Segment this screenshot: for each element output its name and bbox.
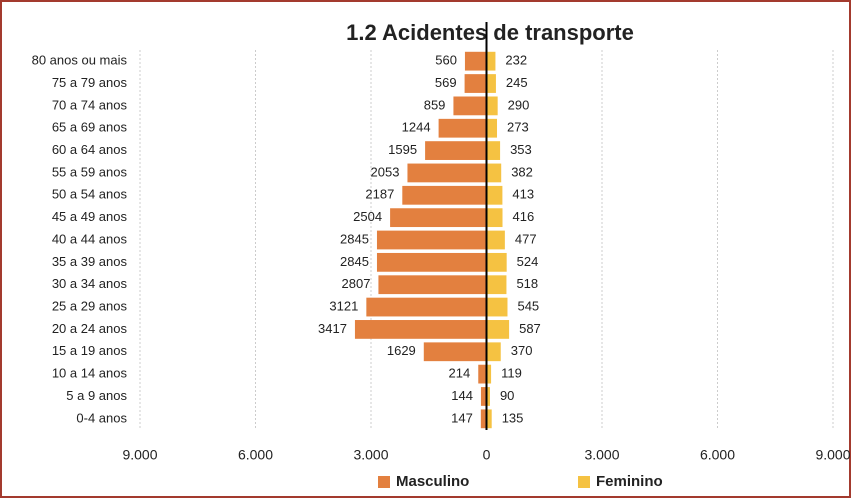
data-label: 477 (515, 231, 537, 246)
y-tick-label: 15 a 19 anos (52, 343, 128, 358)
x-tick-label: 3.000 (584, 447, 619, 463)
data-label: 2053 (371, 164, 400, 179)
y-tick-label: 0-4 anos (76, 410, 127, 425)
data-label: 569 (435, 75, 457, 90)
data-label: 1595 (388, 142, 417, 157)
y-tick-label: 65 a 69 anos (52, 120, 128, 135)
y-tick-label: 20 a 24 anos (52, 321, 128, 336)
x-tick-label: 0 (483, 447, 491, 463)
bar (486, 118, 498, 138)
data-label: 518 (516, 276, 538, 291)
bar (486, 252, 507, 272)
data-label: 245 (506, 75, 528, 90)
y-tick-label: 5 a 9 anos (66, 388, 127, 403)
bar (486, 297, 508, 317)
data-label: 413 (512, 187, 534, 202)
data-label: 232 (505, 53, 527, 68)
y-tick-label: 35 a 39 anos (52, 254, 128, 269)
bar (453, 96, 487, 116)
data-label: 90 (500, 388, 514, 403)
bar (486, 342, 501, 362)
bar (376, 230, 487, 250)
x-tick-label: 3.000 (353, 447, 388, 463)
bar (464, 51, 487, 71)
data-label: 524 (517, 254, 539, 269)
data-label: 382 (511, 164, 533, 179)
x-tick-label: 9.000 (815, 447, 850, 463)
bar (486, 320, 510, 339)
bar (407, 163, 487, 183)
data-label: 2845 (340, 231, 369, 246)
data-label: 2807 (342, 276, 371, 291)
bar (402, 185, 487, 205)
x-tick-label: 9.000 (122, 447, 157, 463)
x-tick-label: 6.000 (700, 447, 735, 463)
y-tick-label: 25 a 29 anos (52, 298, 128, 313)
data-label: 273 (507, 120, 529, 135)
bar (486, 208, 503, 228)
bar (438, 118, 487, 138)
y-tick-label: 75 a 79 anos (52, 75, 128, 90)
bar (486, 409, 492, 429)
y-tick-label: 70 a 74 anos (52, 97, 128, 112)
data-label: 135 (502, 410, 524, 425)
data-label: 1244 (402, 120, 431, 135)
data-label: 119 (501, 366, 522, 381)
bar (425, 141, 487, 160)
bar (366, 297, 487, 317)
y-tick-label: 55 a 59 anos (52, 164, 128, 179)
data-label: 416 (513, 209, 535, 224)
data-label: 2187 (365, 187, 394, 202)
x-tick-label: 6.000 (238, 447, 273, 463)
bar (486, 163, 502, 183)
bar (378, 275, 487, 295)
data-label: 147 (451, 410, 473, 425)
data-label: 214 (449, 366, 471, 381)
chart-title: 1.2 Acidentes de transporte (346, 20, 634, 45)
bar (486, 387, 490, 406)
bar (423, 342, 487, 362)
data-label: 545 (517, 298, 539, 313)
data-label: 2845 (340, 254, 369, 269)
bar (390, 208, 487, 228)
y-tick-label: 40 a 44 anos (52, 231, 128, 246)
bar (486, 51, 496, 71)
data-label: 290 (508, 97, 530, 112)
bar (486, 230, 505, 250)
data-label: 3417 (318, 321, 347, 336)
y-tick-label: 30 a 34 anos (52, 276, 128, 291)
bar (464, 74, 487, 93)
bar (480, 387, 487, 406)
y-tick-label: 45 a 49 anos (52, 209, 128, 224)
legend-label: Feminino (596, 473, 663, 490)
data-label: 1629 (387, 343, 416, 358)
data-label: 2504 (353, 209, 382, 224)
legend-swatch (578, 476, 590, 488)
legend-swatch (378, 476, 390, 488)
bar (486, 96, 498, 116)
bar (478, 364, 487, 384)
data-label: 859 (424, 97, 446, 112)
legend-label: Masculino (396, 473, 469, 490)
y-tick-label: 10 a 14 anos (52, 366, 128, 381)
data-label: 560 (435, 53, 457, 68)
bar (486, 74, 496, 93)
bar (486, 364, 492, 384)
bar (480, 409, 487, 429)
y-tick-label: 50 a 54 anos (52, 187, 128, 202)
bar (354, 320, 487, 339)
bar (376, 252, 487, 272)
data-label: 3121 (329, 298, 358, 313)
data-label: 353 (510, 142, 532, 157)
y-tick-label: 80 anos ou mais (32, 53, 128, 68)
bar (486, 185, 503, 205)
bar (486, 275, 507, 295)
y-tick-label: 60 a 64 anos (52, 142, 128, 157)
data-label: 587 (519, 321, 541, 336)
data-label: 370 (511, 343, 533, 358)
bar (486, 141, 501, 160)
data-label: 144 (451, 388, 473, 403)
